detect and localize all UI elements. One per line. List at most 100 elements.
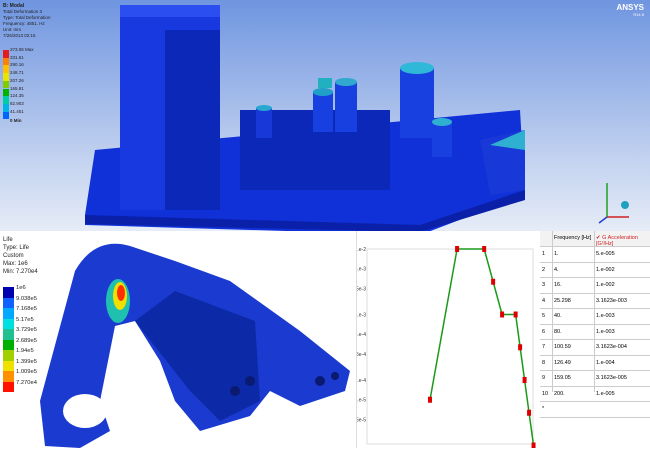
table-row[interactable]: 1 1. 5.e-005 bbox=[540, 247, 650, 263]
info-line: Unit: mm bbox=[3, 27, 21, 32]
legend-swatch bbox=[3, 297, 14, 308]
acceleration-cell[interactable]: 1.e-003 bbox=[596, 328, 615, 335]
frequency-cell[interactable]: 25.298 bbox=[554, 297, 571, 304]
y-tick-label: 5.e-5 bbox=[357, 398, 366, 404]
y-tick-label: 5.e-3 bbox=[357, 267, 366, 273]
info-line: Max: 1e6 bbox=[3, 261, 28, 267]
modal-viewport[interactable]: B: Modal Total Deformation 3 Type: Total… bbox=[0, 0, 650, 231]
legend-value: 9.038e5 bbox=[16, 295, 37, 302]
legend-value: 290.16 bbox=[10, 62, 24, 68]
row-index: 7 bbox=[542, 344, 546, 350]
legend-value: 165.81 bbox=[10, 85, 24, 91]
info-line: Type: Life bbox=[3, 245, 30, 251]
data-point bbox=[500, 311, 505, 318]
plot-area bbox=[366, 248, 534, 445]
y-tick-label: 1.e-3 bbox=[357, 313, 366, 319]
legend-value: 3.729e5 bbox=[16, 327, 37, 333]
legend-value: 82.903 bbox=[10, 100, 24, 106]
legend-value: 331.61 bbox=[10, 54, 24, 60]
acceleration-cell[interactable]: 1.e-002 bbox=[596, 282, 615, 288]
frequency-cell[interactable]: 1. bbox=[554, 251, 559, 257]
legend-swatch bbox=[3, 96, 9, 104]
legend-swatch bbox=[3, 329, 14, 340]
table-row[interactable]: 9 159.05 3.1623e-005 bbox=[540, 371, 650, 387]
data-point bbox=[527, 409, 532, 416]
legend-swatch bbox=[3, 287, 14, 298]
legend-value: 1e6 bbox=[16, 285, 26, 291]
y-tick-label: 2.5e-4 bbox=[357, 352, 366, 358]
legend-swatch bbox=[3, 360, 14, 371]
info-line: Total Deformation 3 bbox=[3, 9, 43, 14]
legend-value: 5.17e5 bbox=[16, 316, 34, 323]
acceleration-cell[interactable]: 1.e-002 bbox=[596, 266, 615, 273]
legend-swatch bbox=[3, 57, 9, 66]
data-point bbox=[522, 377, 527, 383]
data-point bbox=[491, 278, 496, 285]
table-row[interactable]: 10 200. 1.e-005 bbox=[540, 387, 650, 402]
table-row[interactable]: 8 126.49 1.e-004 bbox=[540, 356, 650, 371]
info-line: Type: Total Deformation bbox=[3, 15, 51, 20]
psd-chart: 1.e-2 5.e-3 2.5e-3 1.e-3 5.e-4 2.5e-4 1.e-4 5.e… bbox=[352, 231, 540, 449]
legend-value: 2.689e5 bbox=[16, 337, 37, 344]
row-index: 6 bbox=[542, 328, 546, 335]
frequency-cell[interactable]: 16. bbox=[554, 282, 562, 288]
info-line: Min: 7.270e4 bbox=[3, 269, 38, 275]
legend-swatch bbox=[3, 111, 9, 120]
legend-swatch bbox=[3, 318, 14, 329]
legend-swatch bbox=[3, 73, 9, 81]
frequency-cell[interactable]: 4. bbox=[554, 266, 559, 273]
data-point bbox=[428, 396, 432, 403]
table-row[interactable]: 3 16. 1.e-002 bbox=[540, 278, 650, 294]
acceleration-cell[interactable]: 1.e-005 bbox=[596, 390, 615, 397]
acceleration-cell[interactable]: 1.e-003 bbox=[596, 313, 615, 319]
row-index: 5 bbox=[542, 313, 546, 319]
frequency-cell[interactable]: 126.49 bbox=[554, 359, 571, 366]
y-tick-label: 1.e-4 bbox=[357, 378, 366, 384]
axis-triad-icon bbox=[598, 183, 629, 224]
new-row-marker[interactable]: * bbox=[542, 406, 545, 412]
frequency-cell[interactable]: 80. bbox=[554, 328, 562, 335]
table-row[interactable]: 7 100.59 3.1623e-004 bbox=[540, 340, 650, 356]
info-line: 7/26/2013 02:15 bbox=[3, 33, 36, 38]
y-tick-label: 2.5e-3 bbox=[357, 286, 366, 292]
legend-value: 7.270e4 bbox=[16, 379, 37, 386]
legend-swatch bbox=[3, 50, 9, 58]
legend-swatch bbox=[3, 371, 14, 382]
life-viewport[interactable]: Life Type: Life Custom Max: 1e6 Min: 7.2… bbox=[0, 231, 356, 448]
table-row[interactable]: 6 80. 1.e-003 bbox=[540, 325, 650, 340]
info-line: Frequency: 4851. Hz bbox=[3, 21, 45, 26]
acceleration-cell[interactable]: 3.1623e-003 bbox=[596, 297, 627, 304]
table-row[interactable]: 2 4. 1.e-002 bbox=[540, 263, 650, 278]
bracket-model bbox=[40, 243, 350, 448]
row-index: 9 bbox=[542, 375, 546, 381]
legend-value: 124.35 bbox=[10, 93, 24, 99]
acceleration-cell[interactable]: 1.e-004 bbox=[596, 359, 615, 366]
frequency-cell[interactable]: 200. bbox=[554, 390, 565, 397]
y-tick-label: 1.e-2 bbox=[357, 247, 366, 253]
row-index: 10 bbox=[542, 390, 549, 397]
frequency-cell[interactable]: 40. bbox=[554, 313, 562, 319]
result-info: B: Modal Total Deformation 3 Type: Total… bbox=[3, 3, 50, 39]
data-point bbox=[531, 442, 536, 449]
data-point bbox=[482, 246, 487, 252]
header-g-acceleration[interactable]: ✔ G Acceleration [G²/Hz] bbox=[596, 235, 638, 247]
header-frequency[interactable]: Frequency [Hz] bbox=[554, 235, 592, 241]
legend-value: 248.71 bbox=[10, 70, 24, 76]
info-line: Life bbox=[3, 237, 13, 243]
acceleration-cell[interactable]: 3.1623e-004 bbox=[596, 344, 627, 350]
acceleration-cell[interactable]: 5.e-005 bbox=[596, 251, 615, 257]
row-index: 2 bbox=[542, 266, 546, 273]
y-tick-label: 2.5e-5 bbox=[357, 417, 366, 423]
frequency-cell[interactable]: 100.59 bbox=[554, 344, 571, 350]
legend-value: 1.009e5 bbox=[16, 369, 37, 375]
legend-swatch bbox=[3, 339, 14, 350]
data-point bbox=[513, 311, 518, 318]
table-row[interactable]: 5 40. 1.e-003 bbox=[540, 309, 650, 325]
acceleration-cell[interactable]: 3.1623e-005 bbox=[596, 375, 627, 381]
table-row[interactable]: 4 25.298 3.1623e-003 bbox=[540, 294, 650, 309]
psd-table[interactable]: Frequency [Hz] ✔ G Acceleration [G²/Hz] … bbox=[540, 231, 650, 448]
row-index: 1 bbox=[542, 251, 546, 257]
circuit-board-model bbox=[85, 5, 525, 231]
row-index: 3 bbox=[542, 282, 546, 288]
frequency-cell[interactable]: 159.05 bbox=[554, 375, 571, 381]
